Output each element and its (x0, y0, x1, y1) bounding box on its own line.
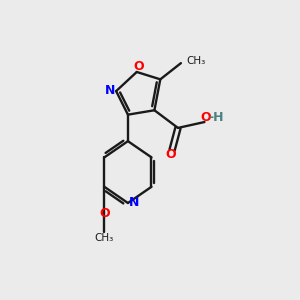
Text: O: O (201, 110, 211, 124)
Text: O: O (133, 61, 143, 74)
Text: N: N (129, 196, 140, 209)
Text: -H: -H (208, 111, 224, 124)
Text: O: O (99, 207, 110, 220)
Text: CH₃: CH₃ (186, 56, 206, 66)
Text: CH₃: CH₃ (95, 233, 114, 243)
Text: O: O (166, 148, 176, 161)
Text: N: N (104, 84, 115, 97)
